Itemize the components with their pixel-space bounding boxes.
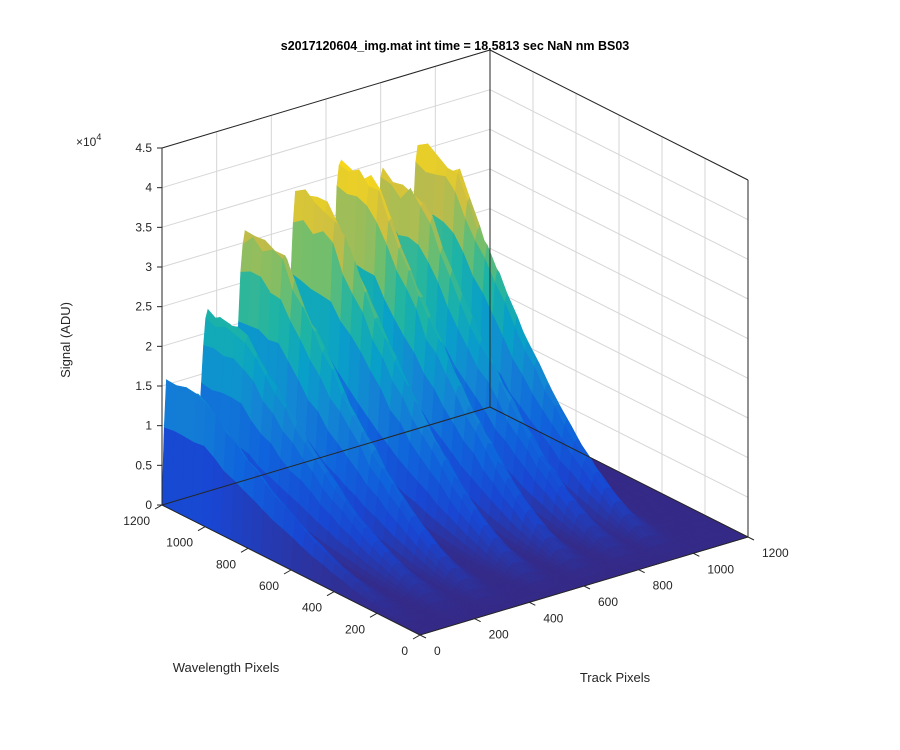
y-tick-mark	[412, 634, 421, 640]
grid-line	[489, 128, 749, 260]
x-axis-label: Track Pixels	[580, 670, 651, 685]
x-tick-label: 600	[598, 595, 618, 609]
y-tick-label: 800	[216, 557, 236, 571]
grid-line	[161, 128, 491, 228]
x-tick-label: 800	[653, 579, 673, 593]
grid-line	[489, 89, 749, 221]
x-tick-mark	[474, 618, 481, 623]
y-axis-label: Wavelength Pixels	[173, 660, 280, 675]
y-tick-mark	[154, 504, 163, 510]
z-tick-label: 1	[145, 419, 152, 433]
z-tick-label: 2	[145, 339, 152, 353]
x-tick-label: 0	[434, 644, 441, 658]
x-tick-label: 400	[543, 611, 563, 625]
grid-line	[489, 247, 749, 379]
z-tick-label: 1.5	[135, 379, 152, 393]
z-tick-label: 3.5	[135, 220, 152, 234]
grid-line	[489, 327, 749, 459]
z-axis-label: Signal (ADU)	[58, 302, 73, 378]
z-tick-label: 0.5	[135, 458, 152, 472]
x-tick-mark	[419, 634, 427, 639]
x-tick-mark	[583, 585, 591, 590]
x-tick-mark	[747, 536, 755, 541]
x-tick-mark	[529, 601, 536, 606]
x-tick-label: 1200	[762, 546, 789, 560]
grid-line	[489, 287, 749, 419]
y-tick-label: 200	[345, 622, 365, 636]
x-tick-label: 200	[489, 628, 509, 642]
y-tick-label: 400	[302, 601, 322, 615]
y-tick-label: 600	[259, 579, 279, 593]
grid-line	[161, 89, 491, 189]
x-tick-mark	[693, 552, 700, 557]
y-tick-mark	[326, 591, 335, 597]
y-tick-mark	[197, 526, 206, 532]
grid-line	[489, 208, 749, 340]
chart-title: s2017120604_img.mat int time = 18.5813 s…	[281, 39, 630, 53]
y-tick-label: 0	[401, 644, 408, 658]
z-tick-label: 4	[145, 181, 152, 195]
y-tick-mark	[369, 612, 378, 618]
z-tick-label: 2.5	[135, 300, 152, 314]
z-tick-label: 3	[145, 260, 152, 274]
grid-line	[489, 168, 749, 300]
x-tick-label: 1000	[707, 562, 734, 576]
surface-layer	[161, 143, 749, 636]
y-tick-mark	[283, 569, 292, 575]
z-exponent-label: ×104	[76, 132, 101, 149]
z-tick-label: 0	[145, 498, 152, 512]
x-tick-mark	[638, 569, 645, 574]
z-tick-label: 4.5	[135, 141, 152, 155]
y-tick-mark	[240, 547, 249, 553]
surface-patch	[435, 155, 448, 177]
y-tick-label: 1200	[123, 514, 150, 528]
y-tick-label: 1000	[166, 536, 193, 550]
